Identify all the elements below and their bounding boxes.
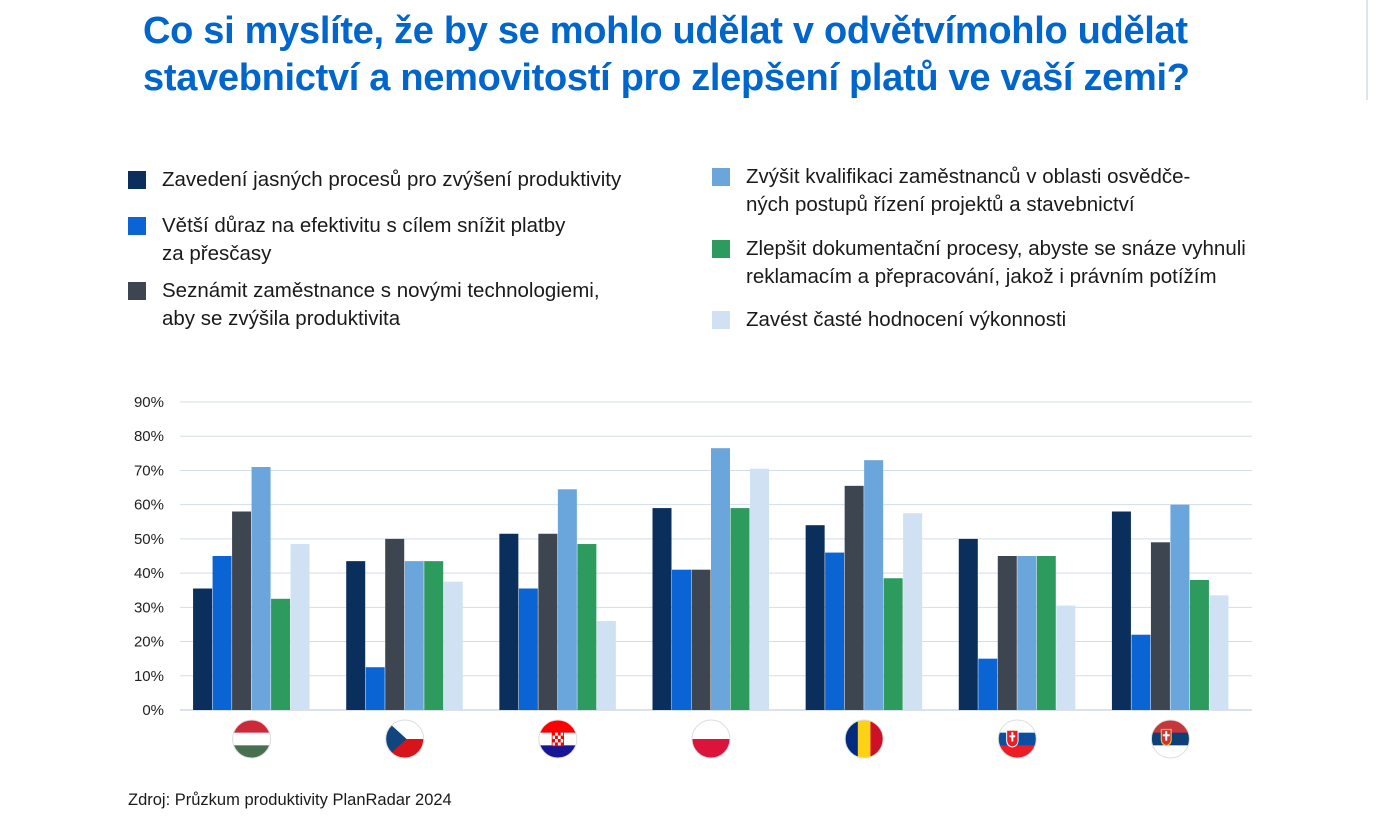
bar: [290, 544, 310, 710]
source-note: Zdroj: Průzkum produktivity PlanRadar 20…: [128, 791, 452, 809]
bar: [958, 538, 978, 710]
legend-label: ných postupů řízení projektů a stavebnic…: [746, 193, 1135, 216]
bar: [385, 538, 405, 710]
legend-label: aby se zvýšila produktivita: [162, 307, 401, 330]
flag-serbia-icon: [1151, 720, 1190, 758]
bar-chart: 0% 10% 20% 30% 40% 50% 60% 70% 80% 90%: [134, 394, 1252, 759]
bar: [346, 561, 366, 710]
flag-croatia-icon: [538, 720, 577, 758]
bar: [365, 667, 385, 710]
bar: [1056, 605, 1076, 710]
flag-romania-icon: [845, 720, 884, 758]
legend-item-6: Zavést časté hodnocení výkonnosti: [712, 306, 1066, 334]
page-edge-divider: [1366, 0, 1368, 100]
flag-poland-icon: [692, 720, 730, 758]
bar: [825, 552, 845, 710]
flag-outline: [385, 719, 425, 759]
flag-slovakia-icon: [998, 720, 1037, 758]
y-tick-label: 10%: [134, 668, 164, 685]
title-line-2: stavebnictví a nemovitostí pro zlepšení …: [143, 57, 1190, 99]
bar: [577, 544, 597, 710]
bar: [251, 467, 271, 710]
bar: [1131, 634, 1151, 710]
bar: [499, 533, 519, 710]
legend-item-2: Větší důraz na efektivitu s cílem snížit…: [128, 212, 565, 268]
y-tick-label: 0%: [142, 702, 164, 719]
bar: [903, 513, 923, 710]
bar: [1111, 511, 1131, 710]
bar: [711, 448, 730, 710]
bar: [557, 489, 577, 710]
bar: [672, 569, 691, 710]
bar: [193, 588, 213, 710]
bar: [1209, 595, 1229, 710]
bar: [1170, 504, 1190, 710]
y-tick-label: 80%: [134, 428, 164, 445]
bar: [271, 598, 291, 710]
flag-outline: [538, 719, 578, 759]
y-tick-label: 20%: [134, 634, 164, 651]
bar: [1150, 542, 1170, 710]
legend-swatch: [128, 171, 146, 189]
bar: [443, 581, 463, 710]
y-tick-label: 30%: [134, 599, 164, 616]
flag-outline: [997, 719, 1037, 759]
flag-outline: [1150, 719, 1190, 759]
legend-label: Zavést časté hodnocení výkonnosti: [746, 308, 1067, 331]
legend-item-3: Seznámit zaměstnance s novými technologi…: [128, 277, 600, 333]
bar: [1017, 556, 1037, 710]
legend-label: Zavedení jasných procesů pro zvýšení pro…: [162, 168, 622, 191]
y-tick-label: 40%: [134, 565, 164, 582]
title-line-1: Co si myslíte, že by se mohlo udělat v o…: [143, 10, 1188, 52]
bar: [730, 508, 750, 710]
legend-swatch: [712, 311, 730, 329]
bar: [538, 533, 558, 710]
legend-item-4: Zvýšit kvalifikaci zaměstnanců v oblasti…: [712, 163, 1190, 219]
bar: [805, 525, 825, 710]
legend-swatch: [712, 240, 730, 258]
bar: [652, 508, 672, 710]
legend-label: reklamacím a přepracování, jakož i právn…: [746, 265, 1217, 288]
flag-outline: [232, 719, 272, 759]
legend-swatch: [128, 282, 146, 300]
legend-swatch: [712, 168, 730, 186]
bar: [232, 511, 252, 710]
flag-outline: [691, 719, 731, 759]
y-tick-label: 60%: [134, 497, 164, 514]
legend-swatch: [128, 217, 146, 235]
legend-label: za přesčasy: [162, 242, 272, 265]
bar: [750, 468, 769, 710]
legend-label: Zvýšit kvalifikaci zaměstnanců v oblasti…: [746, 165, 1191, 188]
legend-label: Větší důraz na efektivitu s cílem snížit…: [162, 214, 566, 237]
bar: [518, 588, 538, 710]
bar: [404, 561, 424, 710]
legend-item-1: Zavedení jasných procesů pro zvýšení pro…: [128, 166, 621, 194]
bar: [424, 561, 444, 710]
bar: [883, 578, 903, 710]
y-tick-label: 50%: [134, 531, 164, 548]
bar: [1036, 556, 1056, 710]
flag-czech-icon: [385, 720, 424, 758]
legend-label: Zlepšit dokumentační procesy, abyste se …: [746, 237, 1246, 260]
y-tick-label: 70%: [134, 462, 164, 479]
bar: [596, 621, 616, 710]
y-tick-label: 90%: [134, 394, 164, 411]
bar: [978, 658, 998, 710]
page-title: Co si myslíte, že by se mohlo udělat v o…: [143, 8, 1343, 102]
bar: [691, 569, 711, 710]
bar: [1189, 579, 1209, 710]
bar: [844, 485, 864, 710]
legend-label: Seznámit zaměstnance s novými technologi…: [162, 279, 600, 302]
legend-item-5: Zlepšit dokumentační procesy, abyste se …: [712, 235, 1246, 291]
bar: [864, 460, 884, 710]
flag-hungary-icon: [232, 720, 271, 758]
flag-outline: [844, 719, 884, 759]
bar: [212, 556, 232, 710]
bar: [997, 556, 1017, 710]
